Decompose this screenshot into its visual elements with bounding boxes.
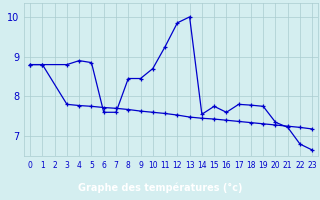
Text: Graphe des températures (°c): Graphe des températures (°c) <box>78 183 242 193</box>
